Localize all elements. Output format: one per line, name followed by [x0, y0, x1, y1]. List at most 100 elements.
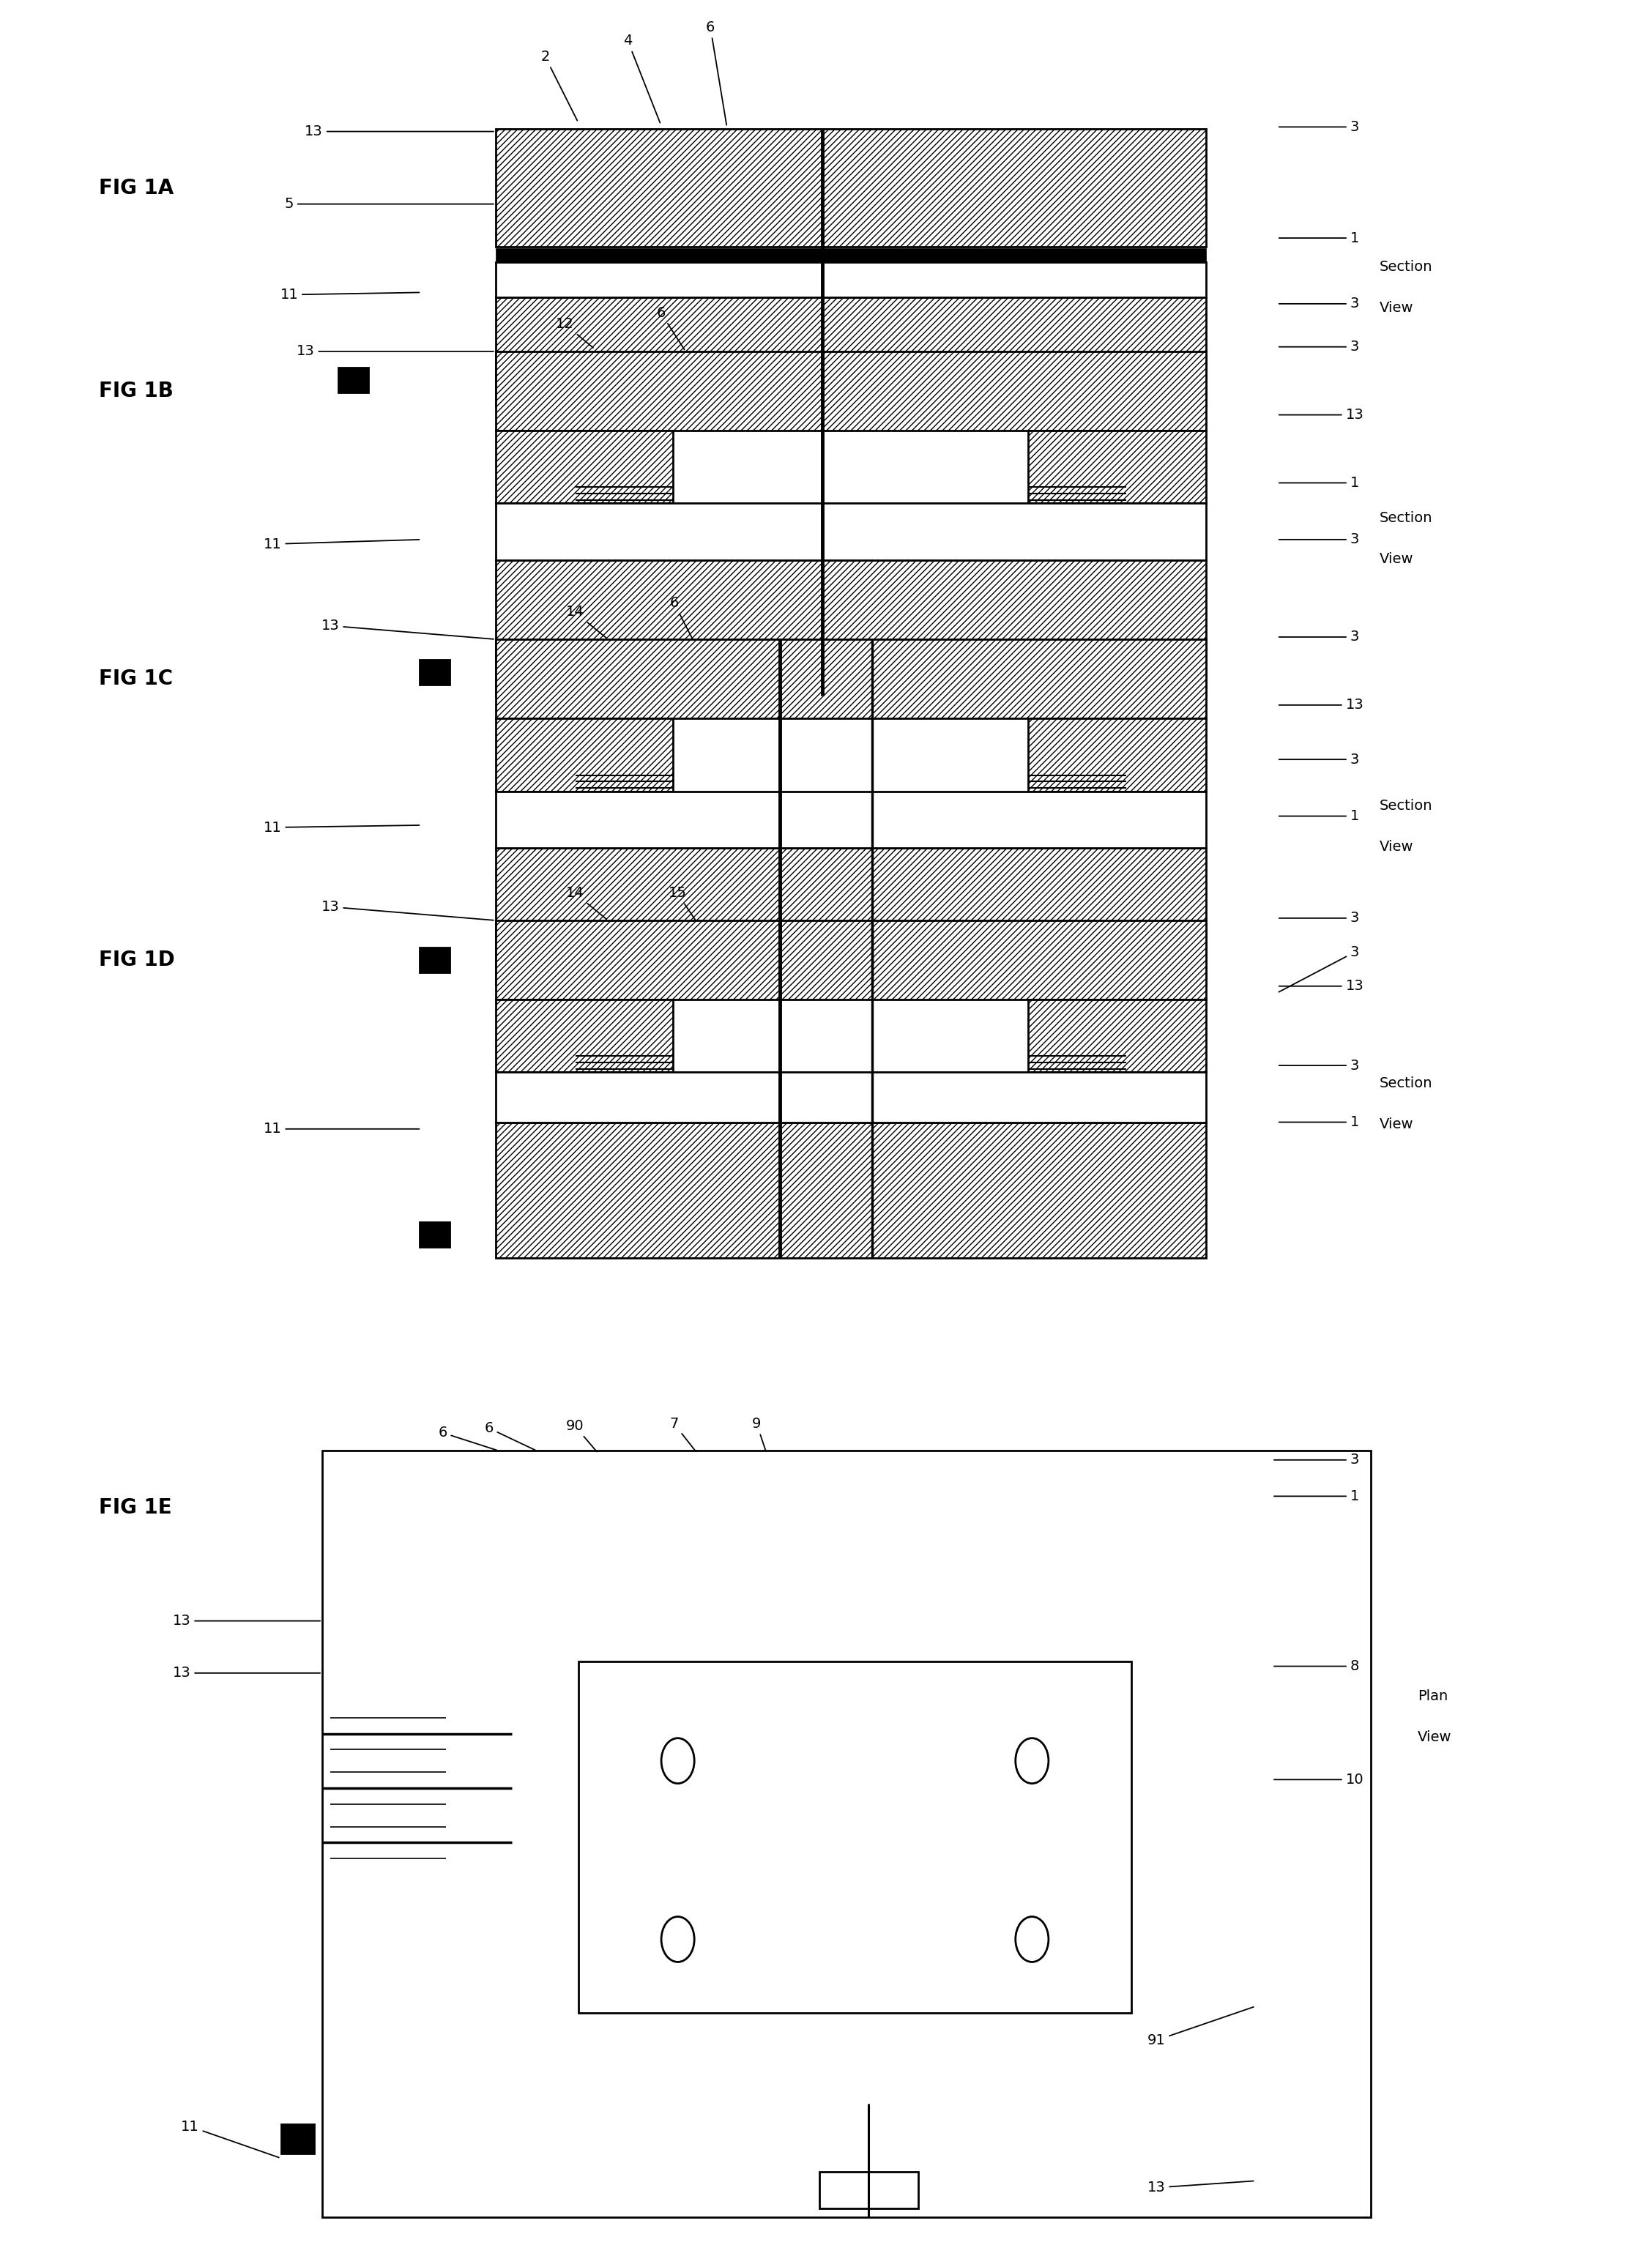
Circle shape: [1016, 1739, 1049, 1784]
Text: View: View: [1417, 1730, 1452, 1743]
Bar: [496, 791, 1206, 848]
Bar: [496, 1122, 1206, 1258]
Text: 90: 90: [567, 1419, 596, 1451]
Text: Section: Section: [1379, 798, 1432, 814]
Text: 10: 10: [1274, 1773, 1363, 1786]
Bar: [496, 1000, 674, 1072]
Bar: [420, 1222, 449, 1247]
Text: 1: 1: [1274, 1489, 1360, 1503]
Text: View: View: [1379, 839, 1414, 855]
Text: 13: 13: [1279, 408, 1363, 422]
Text: 13: 13: [173, 1614, 320, 1628]
Text: 13: 13: [173, 1666, 320, 1680]
Text: 15: 15: [667, 886, 695, 920]
Bar: [600, 1886, 1110, 1993]
Bar: [1028, 1000, 1206, 1072]
Text: 3: 3: [1279, 340, 1360, 354]
Bar: [496, 431, 674, 503]
Bar: [496, 719, 674, 791]
Text: 14: 14: [567, 605, 606, 637]
Bar: [496, 129, 1206, 247]
Bar: [496, 297, 1206, 406]
Text: 13: 13: [322, 900, 494, 920]
Text: 13: 13: [1279, 979, 1363, 993]
Text: FIG 1E: FIG 1E: [99, 1496, 172, 1519]
Text: FIG 1B: FIG 1B: [99, 381, 173, 401]
Text: Plan: Plan: [1417, 1689, 1447, 1703]
Text: 2: 2: [540, 50, 577, 120]
Text: 1: 1: [1279, 231, 1360, 245]
Text: 13: 13: [306, 125, 494, 138]
Bar: [674, 506, 1028, 558]
Bar: [496, 848, 1206, 984]
Text: 6: 6: [669, 596, 692, 639]
Bar: [512, 1560, 1198, 2104]
Circle shape: [661, 1916, 694, 1961]
Text: 3: 3: [1279, 945, 1360, 993]
Circle shape: [1016, 1916, 1049, 1961]
Text: 3: 3: [1279, 753, 1360, 766]
Bar: [600, 1705, 1110, 1829]
Text: Section: Section: [1379, 1077, 1432, 1090]
Bar: [677, 1741, 1032, 1793]
Bar: [496, 351, 1206, 431]
Bar: [674, 793, 1028, 846]
Text: 13: 13: [1148, 2181, 1254, 2194]
Text: 14: 14: [567, 886, 606, 918]
Text: 6: 6: [656, 306, 684, 349]
Bar: [496, 247, 1206, 263]
Text: 4: 4: [623, 34, 661, 122]
Text: 1: 1: [1279, 809, 1360, 823]
Text: 13: 13: [1279, 698, 1363, 712]
Bar: [674, 1075, 1028, 1120]
Text: Section: Section: [1379, 510, 1432, 526]
Text: 6: 6: [484, 1421, 535, 1451]
Bar: [420, 948, 449, 973]
Text: 6: 6: [438, 1426, 497, 1451]
Bar: [420, 660, 449, 685]
Text: 11: 11: [264, 821, 420, 834]
Text: 3: 3: [1279, 630, 1360, 644]
Text: 1: 1: [1279, 1115, 1360, 1129]
Text: 11: 11: [182, 2120, 279, 2158]
Text: Section: Section: [1379, 261, 1432, 274]
Text: 11: 11: [264, 537, 420, 551]
Text: 91: 91: [1148, 2006, 1254, 2047]
Text: FIG 1A: FIG 1A: [99, 177, 173, 199]
Bar: [819, 2172, 919, 2208]
Text: 3: 3: [1279, 533, 1360, 546]
Bar: [496, 503, 1206, 560]
Text: 3: 3: [1279, 911, 1360, 925]
Text: 8: 8: [1274, 1659, 1360, 1673]
Text: 13: 13: [322, 619, 494, 639]
Bar: [496, 263, 1206, 297]
Bar: [339, 367, 368, 392]
Text: 9: 9: [752, 1417, 767, 1451]
Bar: [496, 1072, 1206, 1122]
Circle shape: [661, 1739, 694, 1784]
Text: 11: 11: [281, 288, 420, 302]
Text: FIG 1D: FIG 1D: [99, 950, 175, 970]
Bar: [578, 1662, 1132, 2013]
Bar: [322, 1451, 1371, 2217]
Bar: [496, 920, 1206, 1000]
Text: 3: 3: [1279, 120, 1360, 134]
Text: 6: 6: [705, 20, 727, 125]
Bar: [496, 560, 1206, 696]
Text: 3: 3: [1279, 1059, 1360, 1072]
Text: 13: 13: [297, 345, 494, 358]
Text: 5: 5: [284, 197, 494, 211]
Text: FIG 1C: FIG 1C: [99, 669, 173, 689]
Text: 3: 3: [1279, 297, 1360, 311]
Text: View: View: [1379, 1118, 1414, 1131]
Bar: [281, 2124, 314, 2154]
Bar: [496, 639, 1206, 719]
Bar: [694, 268, 1008, 295]
Bar: [1028, 431, 1206, 503]
Text: 7: 7: [669, 1417, 695, 1451]
Text: 11: 11: [264, 1122, 420, 1136]
Text: View: View: [1379, 551, 1414, 567]
Text: 3: 3: [1274, 1453, 1360, 1467]
Text: 1: 1: [1279, 476, 1360, 490]
Text: View: View: [1379, 302, 1414, 315]
